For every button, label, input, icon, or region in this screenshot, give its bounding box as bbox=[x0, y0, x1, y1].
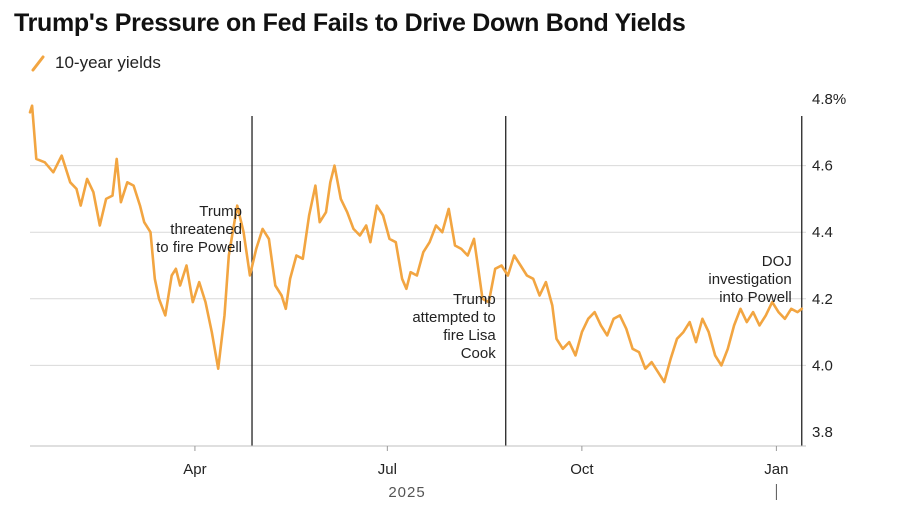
chart-title: Trump's Pressure on Fed Fails to Drive D… bbox=[14, 9, 686, 37]
y-tick-label: 4.0 bbox=[812, 357, 833, 374]
legend-label: 10-year yields bbox=[55, 53, 161, 72]
y-tick-label: 4.2 bbox=[812, 291, 833, 308]
year-label: 2025 bbox=[388, 484, 425, 501]
series-layer bbox=[28, 104, 804, 384]
annotation-label: Trump bbox=[453, 291, 496, 308]
annotation-label: Trump bbox=[199, 203, 242, 220]
x-tick-label: Apr bbox=[183, 461, 206, 478]
annotation-label: Cook bbox=[461, 345, 497, 362]
legend-line-icon bbox=[31, 55, 45, 72]
y-tick-label: 4.4 bbox=[812, 224, 833, 241]
legend: 10-year yields bbox=[30, 53, 161, 73]
annotation-label: fire Lisa bbox=[443, 327, 496, 344]
x-tick-label: Jul bbox=[378, 461, 397, 478]
annotation-label: threatened bbox=[170, 221, 242, 238]
y-axis: 4.8% 4.6 4.4 4.2 4.0 3.8 bbox=[812, 91, 846, 441]
annotation-label: attempted to bbox=[412, 309, 495, 326]
y-tick-label: 4.8% bbox=[812, 91, 846, 108]
annotation-label: into Powell bbox=[719, 289, 792, 306]
gridlines bbox=[30, 165, 806, 366]
x-axis: Apr Jul Oct Jan 2025 bbox=[30, 445, 806, 501]
annotation-label: to fire Powell bbox=[156, 239, 242, 256]
annotation-label: DOJ bbox=[762, 253, 792, 270]
annotation-label: investigation bbox=[708, 271, 791, 288]
x-tick-label: Oct bbox=[570, 461, 594, 478]
y-tick-label: 4.6 bbox=[812, 158, 833, 175]
annotation-lines bbox=[251, 116, 803, 446]
y-tick-label: 3.8 bbox=[812, 424, 833, 441]
x-tick-label: Jan bbox=[764, 461, 788, 478]
series-line-10-year-yields bbox=[28, 104, 804, 384]
